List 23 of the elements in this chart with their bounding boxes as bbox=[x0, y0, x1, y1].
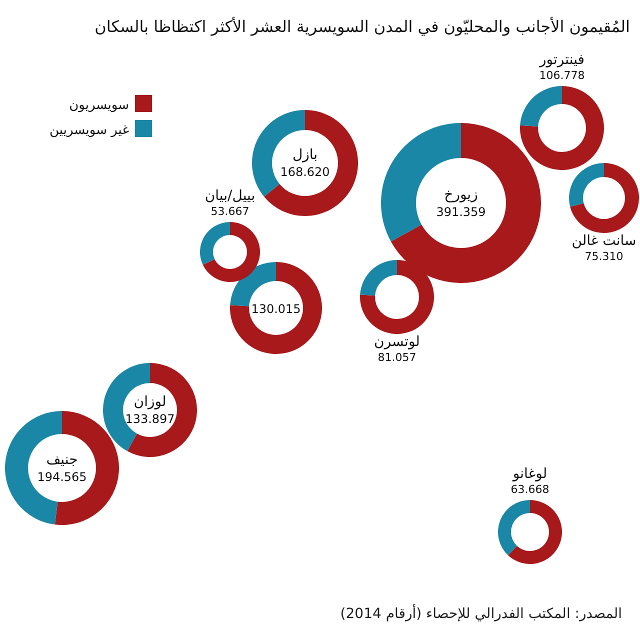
chart-subtitle: 106.778 bbox=[539, 69, 585, 82]
text: المُقيمون الأجانب والمحليّون في المدن السويسرية العشر الأكثر اكتظاظا بالسكان bbox=[94, 16, 630, 36]
text: 75.310 bbox=[584, 250, 624, 263]
text: لوزان bbox=[134, 394, 166, 410]
chart-title: بييل/بيان bbox=[204, 188, 256, 204]
legend-label: غير سويسريين bbox=[50, 123, 130, 138]
text: بازل bbox=[292, 147, 318, 163]
text: 81.057 bbox=[378, 351, 416, 364]
chart-title: فينترتور bbox=[538, 52, 584, 68]
text: جنيف bbox=[46, 452, 78, 468]
text: لوتسرن bbox=[374, 334, 420, 350]
text: المصدر: المكتب الفدرالي للإحصاء (أرقام 2014) bbox=[340, 604, 622, 622]
legend-label: سويسريون bbox=[69, 98, 129, 113]
chart-subtitle: 63.668 bbox=[510, 483, 550, 496]
text: سانت غالن bbox=[572, 233, 636, 249]
chart-subtitle: 53.667 bbox=[210, 205, 250, 218]
text: 130.015 bbox=[251, 302, 301, 316]
text: 133.897 bbox=[125, 412, 175, 426]
text: 391.359 bbox=[436, 205, 486, 219]
text: زيورخ bbox=[444, 187, 478, 203]
text: 168.620 bbox=[280, 165, 330, 179]
text: 194.565 bbox=[37, 470, 87, 484]
chart-title: لوغانو bbox=[512, 466, 548, 482]
